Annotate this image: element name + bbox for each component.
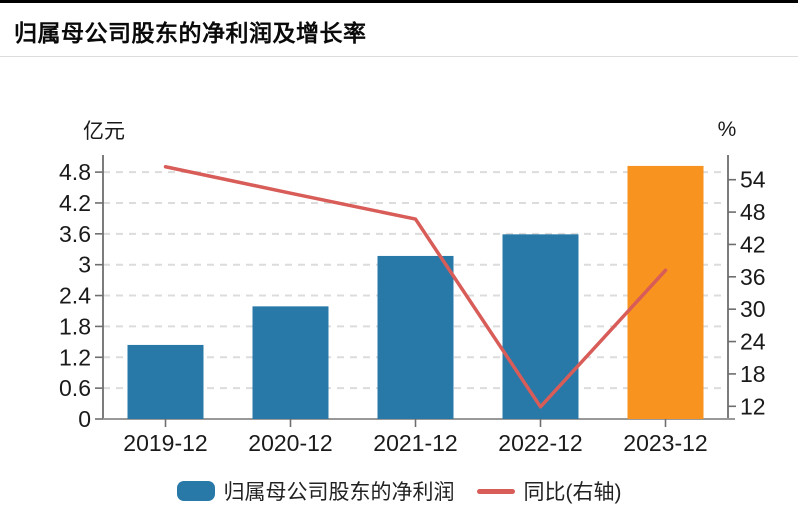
left-axis-tick-label: 1.2 — [59, 344, 91, 370]
x-axis-label: 2022-12 — [498, 430, 582, 456]
chart-legend: 归属母公司股东的净利润 同比(右轴) — [0, 473, 798, 509]
left-axis-tick-label: 3 — [78, 252, 91, 278]
legend-label-yoy: 同比(右轴) — [523, 481, 622, 504]
legend-bar-swatch — [176, 481, 215, 501]
chart-plot-area: 0 0.6 1.2 1.8 2.4 3 3.6 4.2 4.8 12 18 24 30 36 42 48 54 亿… — [59, 118, 766, 456]
bar-2020-12 — [252, 306, 329, 419]
x-axis-label: 2023-12 — [623, 430, 707, 456]
right-axis-tick-label: 42 — [740, 231, 766, 257]
legend-item-yoy[interactable]: 同比(右轴) — [476, 476, 622, 506]
legend-label-net-profit: 归属母公司股东的净利润 — [223, 481, 455, 504]
left-axis-tick-label: 2.4 — [59, 283, 91, 309]
right-axis-tick-label: 24 — [740, 329, 766, 355]
bar-2022-12 — [502, 234, 579, 419]
x-axis-label: 2021-12 — [373, 430, 457, 456]
right-axis-tick-label: 12 — [740, 393, 766, 419]
legend-item-net-profit[interactable]: 归属母公司股东的净利润 — [176, 476, 455, 506]
right-axis-unit-label: % — [718, 118, 737, 141]
right-axis-tick-label: 30 — [740, 296, 766, 322]
legend-line-swatch — [476, 488, 515, 494]
left-axis-tick-label: 3.6 — [59, 221, 91, 247]
left-axis-tick-label: 4.8 — [59, 159, 91, 185]
x-axis-label: 2020-12 — [248, 430, 332, 456]
bar-2021-12 — [377, 255, 454, 419]
left-axis-tick-label: 4.2 — [59, 190, 91, 216]
left-axis-tick-label: 0.6 — [59, 375, 91, 401]
yoy-growth-line — [163, 165, 668, 409]
right-axis-tick-label: 54 — [740, 167, 766, 193]
title-divider — [0, 56, 798, 57]
right-axis-tick-label: 36 — [740, 264, 766, 290]
right-axis-tick-label: 48 — [740, 199, 766, 225]
left-axis-unit-label: 亿元 — [83, 120, 125, 143]
left-axis-tick-label: 0 — [78, 406, 91, 432]
right-axis-tick-label: 18 — [740, 361, 766, 387]
bar-2023-12 — [627, 165, 704, 419]
chart-title: 归属母公司股东的净利润及增长率 — [14, 20, 367, 46]
left-axis-tick-label: 1.8 — [59, 313, 91, 339]
bar-2019-12 — [127, 344, 204, 419]
x-axis-label: 2019-12 — [123, 430, 207, 456]
